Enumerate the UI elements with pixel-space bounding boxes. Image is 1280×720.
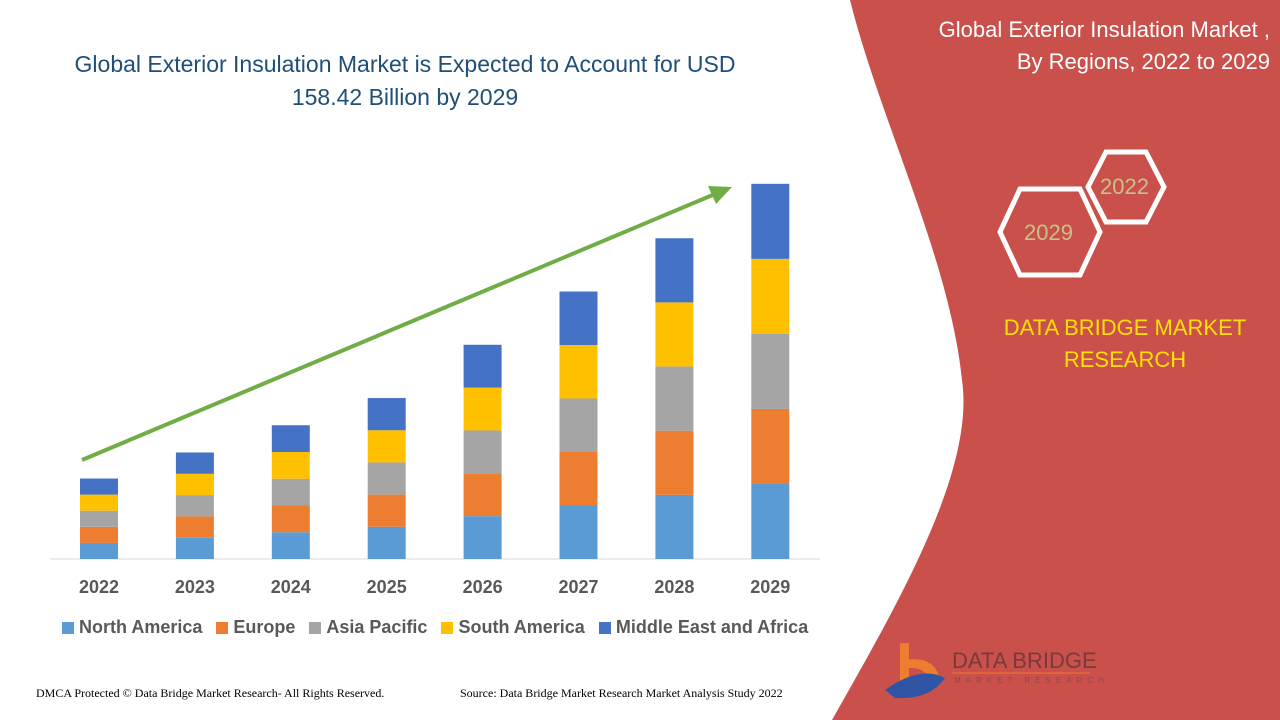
trend-arrow-line: [81, 192, 716, 462]
hex-label-2022: 2022: [1100, 174, 1149, 199]
stacked-bar-chart: 2022 2023 2024 2025 2026 2027 2028 2029: [50, 183, 820, 597]
x-tick-label: 2025: [367, 577, 407, 597]
bar-segment-south-america-2028: [655, 302, 694, 367]
bar-segment-asia-pacific-2026: [463, 430, 502, 474]
trend-arrow-head-icon: [708, 186, 732, 204]
bar-segment-north-america-2028: [655, 494, 694, 559]
bar-segment-asia-pacific-2028: [655, 366, 694, 431]
legend-label: Europe: [233, 617, 296, 637]
bar-segment-middle-east-and-africa-2022: [80, 478, 118, 495]
bar-segment-south-america-2025: [367, 430, 406, 463]
side-title-line2: By Regions, 2022 to 2029: [1016, 49, 1270, 74]
bar-segment-middle-east-and-africa-2027: [559, 291, 598, 346]
logo-text: DATA BRIDGE: [952, 648, 1097, 673]
bar-segment-north-america-2025: [367, 526, 406, 559]
bar-segment-europe-2025: [367, 494, 406, 527]
x-tick-label: 2027: [558, 577, 598, 597]
red-side-panel: [832, 0, 1280, 720]
legend-label: Middle East and Africa: [615, 617, 809, 637]
x-tick-label: 2024: [271, 577, 311, 597]
legend: North America Europe Asia Pacific South Ame…: [62, 617, 808, 638]
hexagon-2029: [997, 186, 1103, 278]
bar-segment-south-america-2026: [463, 387, 502, 431]
legend-item: Europe: [216, 617, 295, 638]
legend-item: Middle East and Africa: [598, 617, 809, 638]
legend-swatch: [309, 621, 322, 634]
legend-item: North America: [62, 617, 202, 638]
x-tick-label: 2028: [654, 577, 694, 597]
bar-segment-north-america-2027: [559, 505, 598, 559]
bar-segment-south-america-2024: [271, 452, 310, 479]
x-tick-label: 2022: [79, 577, 119, 597]
side-title: Global Exterior Insulation Market , By R…: [850, 14, 1270, 78]
bar-segment-europe-2029: [751, 408, 790, 484]
logo-subtext: MARKET RESEARCH: [954, 676, 1109, 685]
legend-label: Asia Pacific: [326, 617, 428, 637]
logo-icon: [885, 643, 945, 699]
bar-segment-north-america-2026: [463, 516, 502, 559]
bar-segment-asia-pacific-2022: [80, 510, 118, 527]
bar-segment-north-america-2029: [751, 483, 790, 559]
bar-segment-asia-pacific-2029: [751, 333, 790, 409]
hexagon-2022: [1085, 149, 1167, 225]
bar-segment-north-america-2022: [80, 542, 118, 559]
brand-line2: RESEARCH: [1063, 347, 1187, 372]
legend-item: South America: [441, 617, 585, 638]
bar-segment-middle-east-and-africa-2024: [271, 425, 310, 453]
legend-swatch: [216, 621, 229, 634]
bar-segment-south-america-2027: [559, 345, 598, 399]
bar-segment-europe-2023: [175, 516, 214, 538]
hex-label-2029: 2029: [1024, 220, 1073, 245]
footer-source: Source: Data Bridge Market Research Mark…: [460, 686, 783, 700]
bar-segment-middle-east-and-africa-2026: [463, 344, 502, 388]
bar-segment-europe-2026: [463, 473, 502, 517]
x-tick-label: 2023: [175, 577, 215, 597]
legend-item: Asia Pacific: [309, 617, 427, 638]
bar-segment-middle-east-and-africa-2025: [367, 398, 406, 431]
bar-segment-north-america-2023: [175, 537, 214, 559]
chart-title: Global Exterior Insulation Market is Exp…: [74, 51, 736, 110]
bar-segment-south-america-2023: [175, 473, 214, 496]
bar-segment-asia-pacific-2023: [175, 495, 214, 517]
x-tick-label: 2029: [750, 577, 790, 597]
brand-line1: DATA BRIDGE MARKET: [1003, 315, 1247, 340]
bar-segment-europe-2024: [271, 505, 310, 533]
brand-text: DATA BRIDGE MARKET RESEARCH: [980, 312, 1270, 376]
footer-copyright: DMCA Protected © Data Bridge Market Rese…: [36, 686, 385, 700]
bar-segment-north-america-2024: [271, 532, 310, 559]
side-title-line1: Global Exterior Insulation Market ,: [938, 17, 1270, 42]
bar-segment-south-america-2022: [80, 494, 118, 511]
bar-segment-south-america-2029: [751, 258, 790, 334]
bar-segment-asia-pacific-2025: [367, 462, 406, 495]
bar-segment-middle-east-and-africa-2028: [655, 238, 694, 303]
bar-segment-middle-east-and-africa-2023: [175, 452, 214, 474]
legend-swatch: [598, 621, 611, 634]
bar-segment-asia-pacific-2027: [559, 398, 598, 453]
x-tick-label: 2026: [463, 577, 503, 597]
legend-swatch: [62, 621, 74, 634]
bar-segment-europe-2022: [80, 526, 118, 543]
bar-segment-europe-2028: [655, 430, 694, 495]
bar-segment-europe-2027: [559, 452, 598, 506]
bar-segment-asia-pacific-2024: [271, 478, 310, 506]
bar-segment-middle-east-and-africa-2029: [751, 183, 790, 259]
legend-label: South America: [458, 617, 585, 637]
legend-label: North America: [79, 617, 203, 637]
legend-swatch: [441, 621, 454, 634]
